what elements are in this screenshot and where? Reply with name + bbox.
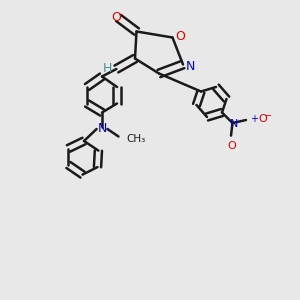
Text: O: O: [175, 30, 185, 43]
Text: +: +: [250, 115, 258, 124]
Text: O: O: [111, 11, 121, 24]
Text: O: O: [258, 115, 267, 124]
Text: N: N: [230, 119, 238, 129]
Text: H: H: [103, 61, 112, 75]
Text: −: −: [263, 111, 272, 121]
Text: O: O: [227, 141, 236, 151]
Text: N: N: [97, 122, 107, 135]
Text: N: N: [186, 59, 195, 73]
Text: CH₃: CH₃: [126, 134, 145, 144]
